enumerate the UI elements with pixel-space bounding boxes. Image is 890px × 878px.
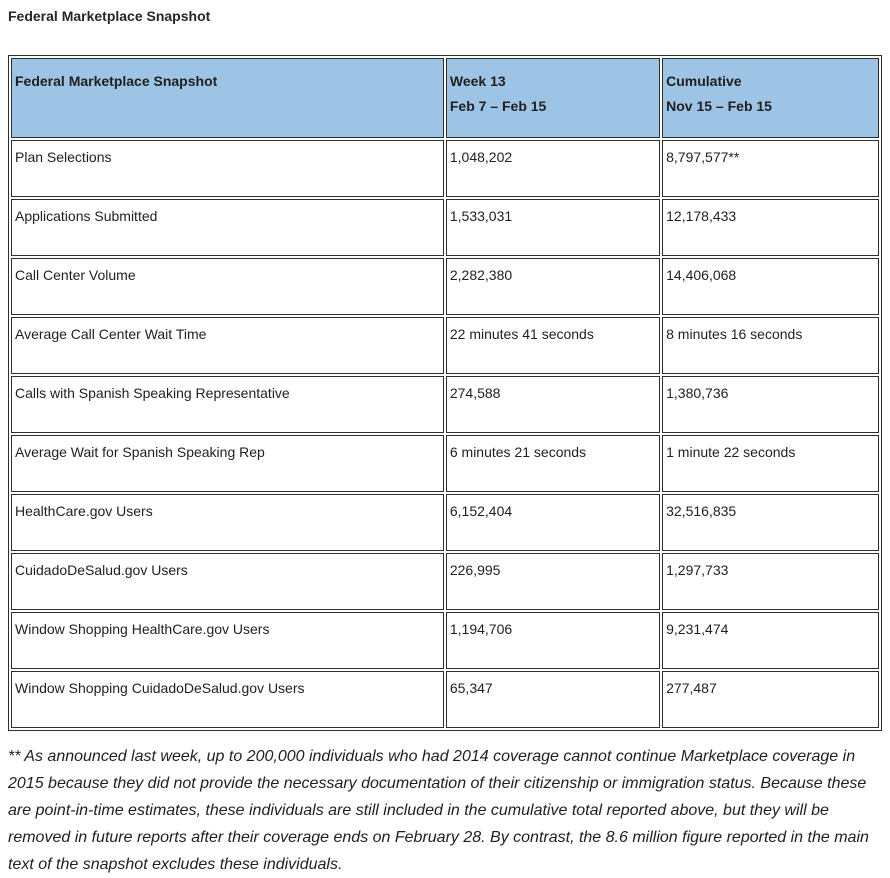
cumulative-header-label: Cumulative (666, 73, 742, 89)
cumulative-value: 277,487 (662, 671, 879, 728)
row-label: Calls with Spanish Speaking Representati… (11, 376, 444, 433)
week13-value: 1,194,706 (445, 612, 661, 669)
row-label: Window Shopping CuidadoDeSalud.gov Users (11, 671, 444, 728)
table-row: Average Wait for Spanish Speaking Rep 6 … (11, 435, 879, 492)
table-row: Applications Submitted 1,533,031 12,178,… (11, 199, 879, 256)
week13-value: 274,588 (445, 376, 661, 433)
table-row: Calls with Spanish Speaking Representati… (11, 376, 879, 433)
week13-value: 6 minutes 21 seconds (445, 435, 661, 492)
table-row: HealthCare.gov Users 6,152,404 32,516,83… (11, 494, 879, 551)
page-title: Federal Marketplace Snapshot (8, 8, 211, 24)
week13-header-range: Feb 7 – Feb 15 (449, 98, 547, 114)
footnote-text: ** As announced last week, up to 200,000… (8, 748, 869, 873)
cumulative-value: 8,797,577** (662, 140, 879, 197)
week13-header-label: Week 13 (449, 73, 506, 89)
row-label: CuidadoDeSalud.gov Users (11, 553, 444, 610)
cumulative-value: 1,380,736 (662, 376, 879, 433)
row-label: Average Call Center Wait Time (11, 317, 444, 374)
row-label: HealthCare.gov Users (11, 494, 444, 551)
cumulative-value: 12,178,433 (662, 199, 879, 256)
cumulative-value: 32,516,835 (662, 494, 879, 551)
cumulative-value: 14,406,068 (662, 258, 879, 315)
row-label: Plan Selections (11, 140, 444, 197)
document-page: Federal Marketplace Snapshot Federal Mar… (8, 8, 882, 873)
table-row: CuidadoDeSalud.gov Users 226,995 1,297,7… (11, 553, 879, 610)
table-row: Window Shopping CuidadoDeSalud.gov Users… (11, 671, 879, 728)
federal-marketplace-table: Federal Marketplace Snapshot Week 13 Feb… (8, 55, 882, 731)
cumulative-value: 9,231,474 (662, 612, 879, 669)
row-label: Average Wait for Spanish Speaking Rep (11, 435, 444, 492)
week13-value: 2,282,380 (445, 258, 661, 315)
metric-header-label: Federal Marketplace Snapshot (15, 73, 218, 89)
week13-value: 1,048,202 (445, 140, 661, 197)
table-header-row: Federal Marketplace Snapshot Week 13 Feb… (11, 58, 879, 138)
cumulative-value: 1 minute 22 seconds (662, 435, 879, 492)
table-row: Window Shopping HealthCare.gov Users 1,1… (11, 612, 879, 669)
week13-value: 65,347 (445, 671, 661, 728)
week13-value: 6,152,404 (445, 494, 661, 551)
column-header-metric: Federal Marketplace Snapshot (11, 58, 444, 138)
column-header-week13: Week 13 Feb 7 – Feb 15 (445, 58, 661, 138)
row-label: Window Shopping HealthCare.gov Users (11, 612, 444, 669)
cumulative-header-range: Nov 15 – Feb 15 (666, 98, 772, 114)
cumulative-value: 8 minutes 16 seconds (662, 317, 879, 374)
week13-value: 22 minutes 41 seconds (445, 317, 661, 374)
table-row: Average Call Center Wait Time 22 minutes… (11, 317, 879, 374)
table-row: Call Center Volume 2,282,380 14,406,068 (11, 258, 879, 315)
column-header-cumulative: Cumulative Nov 15 – Feb 15 (662, 58, 879, 138)
cumulative-value: 1,297,733 (662, 553, 879, 610)
row-label: Applications Submitted (11, 199, 444, 256)
week13-value: 1,533,031 (445, 199, 661, 256)
row-label: Call Center Volume (11, 258, 444, 315)
week13-value: 226,995 (445, 553, 661, 610)
table-row: Plan Selections 1,048,202 8,797,577** (11, 140, 879, 197)
